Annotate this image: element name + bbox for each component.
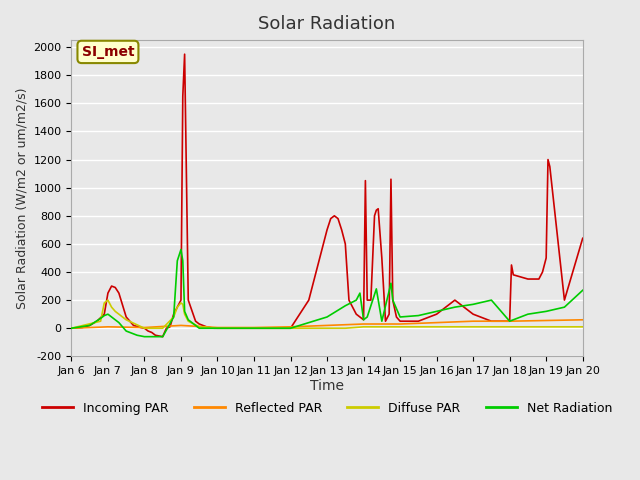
Legend: Incoming PAR, Reflected PAR, Diffuse PAR, Net Radiation: Incoming PAR, Reflected PAR, Diffuse PAR… [36,396,618,420]
Title: Solar Radiation: Solar Radiation [259,15,396,33]
X-axis label: Time: Time [310,379,344,393]
Text: SI_met: SI_met [82,45,134,59]
Y-axis label: Solar Radiation (W/m2 or um/m2/s): Solar Radiation (W/m2 or um/m2/s) [15,87,28,309]
